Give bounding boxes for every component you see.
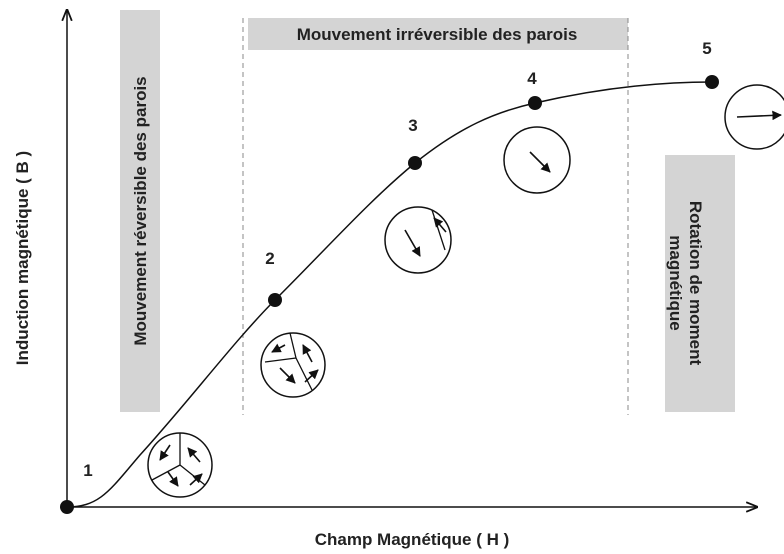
domain-icon [725,85,784,149]
point-label: 4 [527,69,537,88]
point [705,75,719,89]
domain-icon [385,207,451,273]
domain-icon [504,127,570,193]
point-label: 2 [265,249,274,268]
region-label: Rotation de moment [686,201,705,366]
x-axis-label: Champ Magnétique ( H ) [315,530,510,549]
point [528,96,542,110]
point [60,500,74,514]
point [268,293,282,307]
point [408,156,422,170]
y-axis-label: Induction magnétique ( B ) [13,151,32,365]
region-label: Mouvement irréversible des parois [297,25,578,44]
diagram: Mouvement réversible des parois Mouvemen… [0,0,784,554]
domain-icon [261,333,325,397]
region-label: magnétique [666,235,685,330]
region-label: Mouvement réversible des parois [131,76,150,345]
point-label: 3 [408,116,417,135]
point-label: 1 [83,461,92,480]
domain-icon [148,433,212,497]
point-label: 5 [702,39,711,58]
